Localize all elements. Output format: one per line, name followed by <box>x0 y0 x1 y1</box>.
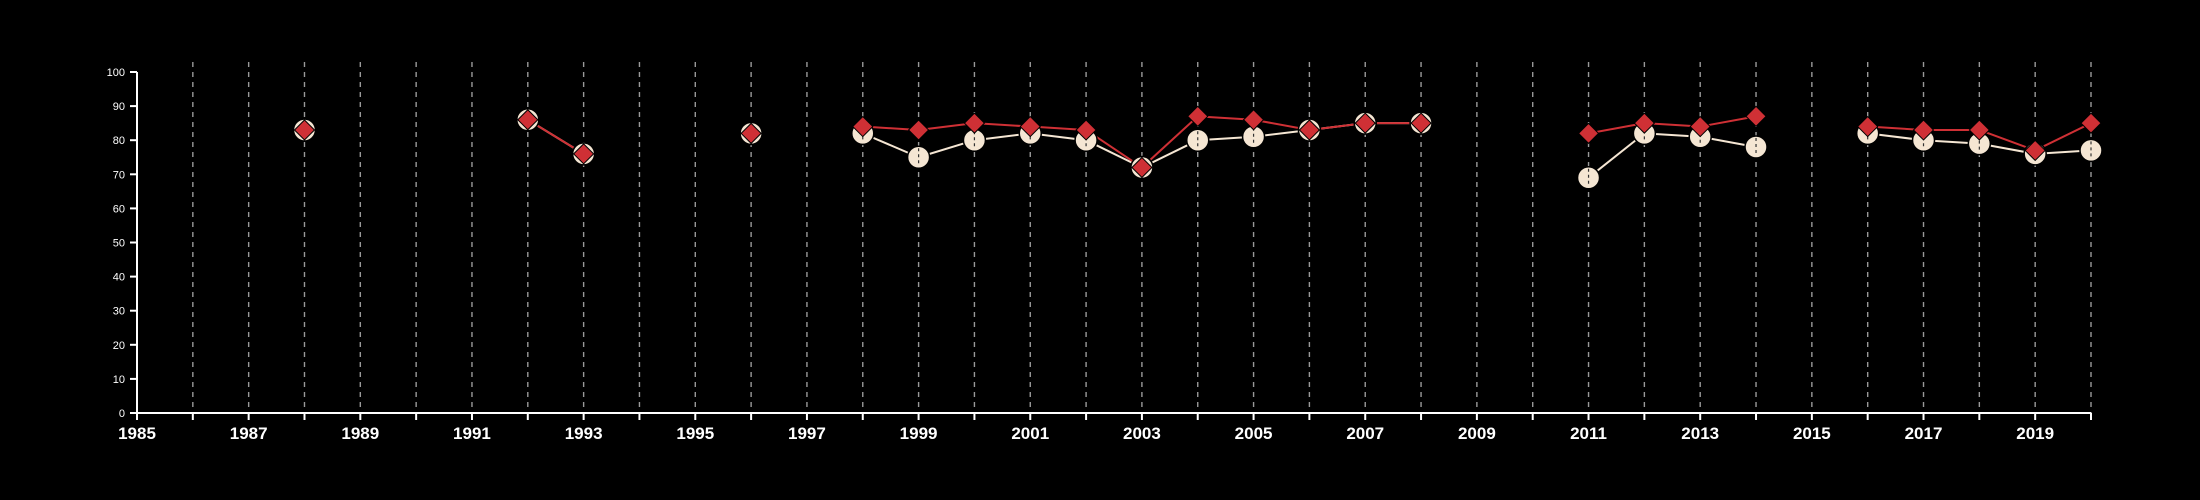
data-point-diamond <box>517 109 539 131</box>
data-point-diamond <box>963 112 986 134</box>
data-point-diamond <box>1689 115 1711 138</box>
data-point-diamond <box>1242 109 1265 131</box>
x-tick-label: 1999 <box>900 424 938 443</box>
y-tick-label: 70 <box>113 169 125 181</box>
x-tick-label: 1989 <box>341 424 379 443</box>
data-point-diamond <box>1577 122 1600 145</box>
data-point-diamond <box>1745 105 1767 128</box>
x-tick-label: 2019 <box>2016 424 2054 443</box>
y-tick-label: 10 <box>113 374 125 386</box>
data-point-diamond <box>1298 119 1321 141</box>
data-point-diamond <box>293 119 316 141</box>
series-line-diamond <box>1141 115 1199 169</box>
y-tick-label: 90 <box>113 101 125 113</box>
data-point-diamond <box>572 143 595 165</box>
data-point-diamond <box>740 122 762 145</box>
x-tick-label: 2001 <box>1011 424 1049 443</box>
y-tick-label: 100 <box>107 67 125 79</box>
x-tick-label: 1991 <box>453 424 491 443</box>
x-tick-label: 2007 <box>1346 424 1384 443</box>
x-tick-label: 2003 <box>1123 424 1161 443</box>
y-tick-label: 40 <box>113 272 125 284</box>
x-tick-label: 2011 <box>1570 424 1607 443</box>
series-line-diamond <box>1700 115 1757 128</box>
data-point-diamond <box>852 115 874 138</box>
x-tick-label: 2005 <box>1235 424 1273 443</box>
series-line-diamond <box>2034 122 2092 152</box>
data-point-diamond <box>1856 115 1879 138</box>
data-point-diamond <box>1187 105 1209 128</box>
data-point-diamond <box>1633 112 1656 134</box>
y-tick-label: 20 <box>113 340 125 352</box>
x-tick-label: 1987 <box>230 424 268 443</box>
data-point-diamond <box>1019 115 1041 138</box>
x-tick-label: 1993 <box>565 424 603 443</box>
y-tick-label: 0 <box>119 408 125 420</box>
data-point-diamond <box>1354 112 1376 134</box>
x-tick-label: 1997 <box>788 424 826 443</box>
series-layer <box>292 105 2103 190</box>
data-point-diamond <box>1968 119 1991 141</box>
y-tick-label: 80 <box>113 135 125 147</box>
series-line-diamond <box>1588 122 1645 135</box>
x-tick-label: 2013 <box>1681 424 1719 443</box>
data-point-diamond <box>1131 156 1153 179</box>
x-tick-label: 1995 <box>676 424 714 443</box>
data-point-diamond <box>1410 112 1432 134</box>
x-tick-label: 2017 <box>1905 424 1943 443</box>
data-point-diamond <box>2024 139 2046 162</box>
axes: 0 10 20 30 40 50 60 70 80 90 100 1985 1987 1989 1991 19… <box>107 67 2092 443</box>
data-point-diamond <box>1075 119 1097 141</box>
y-tick-label: 30 <box>113 306 125 318</box>
y-tick-label: 50 <box>113 238 125 250</box>
data-point-diamond <box>1912 119 1935 141</box>
x-tick-label: 1985 <box>118 424 156 443</box>
y-tick-label: 60 <box>113 203 125 215</box>
data-point-diamond <box>907 119 930 141</box>
x-tick-label: 2009 <box>1458 424 1496 443</box>
grid <box>192 62 2092 413</box>
series-line-circle <box>1587 132 1645 179</box>
x-tick-label: 2015 <box>1793 424 1831 443</box>
data-point-diamond <box>2080 112 2102 134</box>
